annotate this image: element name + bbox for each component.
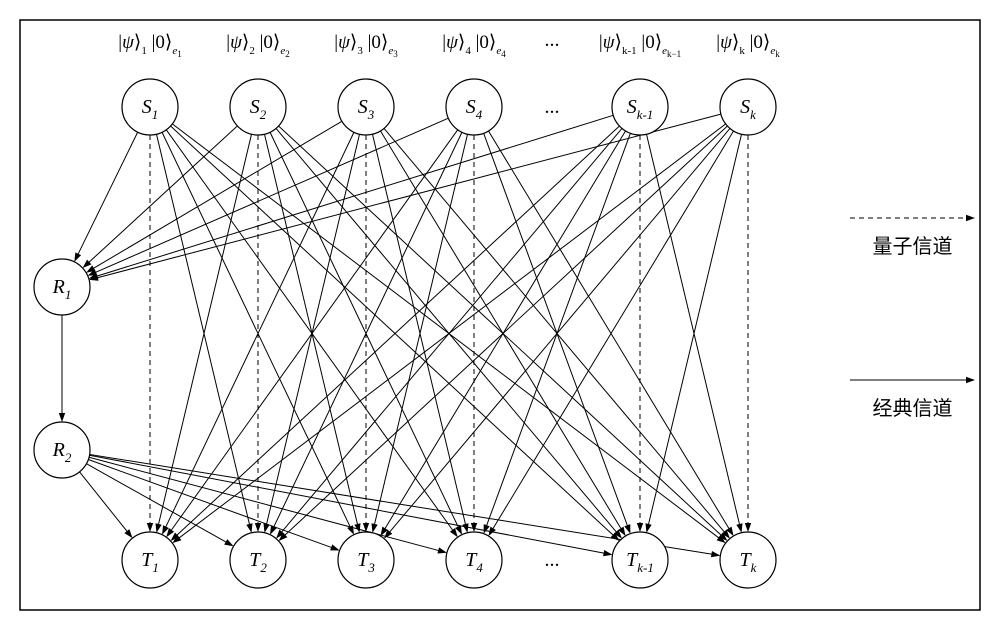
node-T4: T4 [446,532,502,588]
node-S4: S4 [446,79,502,135]
node-Sk: Sk [720,79,776,135]
diagram-svg: S1 S2 S3 S4 Sk-1 Sk T1 T2 T3 T4 Tk-1 Tk R1 R2 |ψ⟩1 |0… [0,0,1000,631]
diagram-canvas: { "layout": { "width": 1000, "height": 6… [0,0,1000,631]
state-label: |ψ⟩2 |0⟩e2 [226,32,289,59]
node-S2: S2 [230,79,286,135]
node-T1: T1 [122,532,178,588]
state-label: |ψ⟩1 |0⟩e1 [118,32,181,59]
node-T3: T3 [338,532,394,588]
legend-quantum-label: 量子信道 [873,235,953,258]
node-S3: S3 [338,79,394,135]
node-R2: R2 [34,422,90,478]
node-T2: T2 [230,532,286,588]
state-label: |ψ⟩k |0⟩ek [716,32,780,59]
state-label: |ψ⟩k-1 |0⟩ek−1 [599,32,681,59]
ellipsis: ... [545,96,560,118]
node-Tk1: Tk-1 [612,532,668,588]
ellipsis: ... [545,549,560,571]
node-R1: R1 [34,259,90,315]
node-Tk: Tk [720,532,776,588]
state-label: |ψ⟩4 |0⟩e4 [442,32,506,59]
legend-classical-label: 经典信道 [873,397,953,420]
ellipsis: ... [545,29,560,51]
node-Sk1: Sk-1 [612,79,668,135]
node-S1: S1 [122,79,178,135]
state-label: |ψ⟩3 |0⟩e3 [334,32,398,59]
